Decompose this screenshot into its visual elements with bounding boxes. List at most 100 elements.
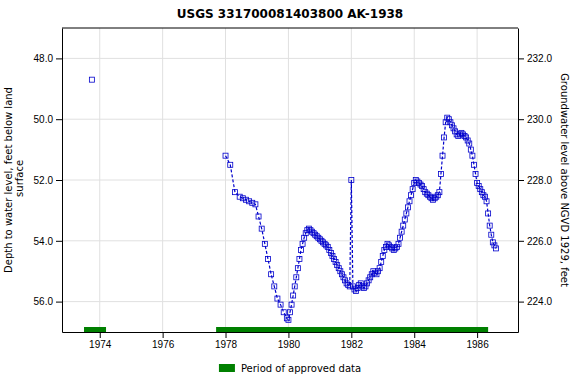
marker <box>475 181 480 186</box>
marker <box>250 200 255 205</box>
marker <box>314 234 319 239</box>
marker <box>401 223 406 228</box>
tick-mark <box>518 302 524 303</box>
title: USGS 331700081403800 AK-1938 <box>177 7 403 21</box>
y2-axis: 232.0230.0228.0226.0224.0 <box>518 29 552 333</box>
marker <box>297 257 302 262</box>
marker <box>253 202 258 207</box>
marker <box>371 269 376 274</box>
marker <box>420 184 425 189</box>
tick: 52.0 <box>34 175 62 186</box>
marker <box>336 266 341 271</box>
marker <box>468 147 473 152</box>
tick-mark <box>56 58 62 59</box>
marker <box>347 284 352 289</box>
marker <box>459 130 464 135</box>
tick-mark <box>56 241 62 242</box>
y-axis: 48.050.052.054.056.0 <box>34 29 63 333</box>
marker <box>333 260 338 265</box>
tick-label: 224.0 <box>527 296 552 307</box>
marker <box>380 254 385 259</box>
marker <box>308 228 313 233</box>
tick-label: 228.0 <box>527 175 552 186</box>
tick-mark <box>518 119 524 120</box>
tick-mark <box>163 332 164 338</box>
tick-label: 230.0 <box>527 114 552 125</box>
marker <box>407 199 412 204</box>
marker <box>284 316 289 321</box>
marker <box>322 241 327 246</box>
tick: 1984 <box>404 332 427 350</box>
marker <box>438 171 443 176</box>
marker <box>278 302 283 307</box>
marker <box>265 257 270 262</box>
marker <box>363 284 368 289</box>
marker <box>478 187 483 192</box>
marker <box>456 133 461 138</box>
tick-mark <box>288 332 289 338</box>
approved-span <box>84 327 106 332</box>
marker <box>382 247 387 252</box>
marker <box>352 287 357 292</box>
marker <box>294 275 299 280</box>
marker <box>457 132 462 137</box>
tick-label: 52.0 <box>34 175 54 186</box>
tick-label: 1974 <box>89 339 112 350</box>
marker <box>470 153 475 158</box>
marker <box>415 179 420 184</box>
marker <box>316 235 321 240</box>
tick-label: 1982 <box>341 339 364 350</box>
marker <box>437 190 442 195</box>
tick-label: 56.0 <box>34 296 54 307</box>
tick-mark <box>518 241 524 242</box>
marker <box>467 141 472 146</box>
marker <box>292 284 297 289</box>
tick: 224.0 <box>518 296 552 307</box>
marker <box>339 272 344 277</box>
marker <box>281 310 286 315</box>
tick-label: 232.0 <box>527 53 552 64</box>
marker <box>311 231 316 236</box>
marker <box>493 246 498 251</box>
marker <box>306 226 311 231</box>
tick-label: 50.0 <box>34 114 54 125</box>
tick-label: 1978 <box>215 339 238 350</box>
chart: 197419761978198019821984198648.050.052.0… <box>0 0 576 384</box>
marker <box>387 243 392 248</box>
marker <box>366 278 371 283</box>
marker <box>319 238 324 243</box>
tick-mark <box>100 332 101 338</box>
marker <box>256 214 261 219</box>
marker <box>385 241 390 246</box>
marker <box>424 191 429 196</box>
marker <box>429 196 434 201</box>
marker <box>473 171 478 176</box>
tick-mark <box>226 332 227 338</box>
marker <box>349 178 354 183</box>
marker <box>379 260 384 265</box>
marker <box>396 241 401 246</box>
marker <box>394 244 399 249</box>
marker <box>454 132 459 137</box>
grid <box>62 28 518 332</box>
plot: 197419761978198019821984198648.050.052.0… <box>34 28 553 350</box>
marker <box>372 270 377 275</box>
legend-item: Period of approved data <box>219 363 361 374</box>
marker <box>313 232 318 237</box>
marker <box>360 284 365 289</box>
marker <box>402 217 407 222</box>
tick: 230.0 <box>518 114 552 125</box>
marker <box>223 153 228 158</box>
marker <box>460 132 465 137</box>
marker <box>487 223 492 228</box>
marker <box>317 237 322 242</box>
axis-line <box>62 29 63 333</box>
x-axis: 1974197619781980198219841986 <box>63 332 519 350</box>
marker <box>232 190 237 195</box>
marker <box>391 247 396 252</box>
axis-line <box>63 332 519 333</box>
marker <box>259 226 264 231</box>
grid-line-y <box>62 58 518 59</box>
marker <box>243 197 248 202</box>
marker <box>405 205 410 210</box>
